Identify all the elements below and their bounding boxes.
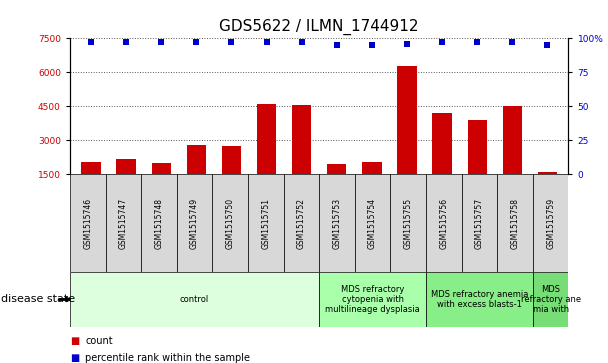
Text: GSM1515753: GSM1515753	[333, 198, 342, 249]
Bar	[533, 174, 568, 272]
Text: MDS refractory anemia
with excess blasts-1: MDS refractory anemia with excess blasts…	[430, 290, 528, 309]
Bar	[319, 272, 426, 327]
Point	[367, 42, 377, 48]
Text: GSM1515746: GSM1515746	[83, 198, 92, 249]
Bar	[70, 272, 319, 327]
Text: GSM1515754: GSM1515754	[368, 198, 377, 249]
Text: GSM1515747: GSM1515747	[119, 198, 128, 249]
Bar	[461, 174, 497, 272]
Bar	[468, 120, 487, 174]
Bar	[426, 174, 461, 272]
Text: ■: ■	[70, 336, 79, 346]
Point	[121, 39, 131, 45]
Point	[472, 39, 482, 45]
Point	[192, 39, 201, 45]
Bar	[187, 145, 206, 174]
Point	[297, 39, 306, 45]
Bar	[432, 113, 452, 174]
Bar	[497, 174, 533, 272]
Bar	[426, 272, 533, 327]
Text: GSM1515759: GSM1515759	[546, 198, 555, 249]
Text: GSM1515752: GSM1515752	[297, 198, 306, 249]
Text: GSM1515756: GSM1515756	[440, 198, 448, 249]
Bar	[141, 174, 177, 272]
Bar	[390, 174, 426, 272]
Text: GSM1515748: GSM1515748	[154, 198, 164, 249]
Text: GSM1515749: GSM1515749	[190, 198, 199, 249]
Bar	[319, 174, 355, 272]
Bar	[533, 272, 568, 327]
Text: ■: ■	[70, 352, 79, 363]
Point	[508, 39, 517, 45]
Bar	[362, 162, 382, 174]
Bar	[292, 105, 311, 174]
Bar	[222, 146, 241, 174]
Text: MDS
refractory ane
mia with: MDS refractory ane mia with	[520, 285, 581, 314]
Bar	[283, 174, 319, 272]
Text: control: control	[180, 295, 209, 304]
Text: MDS refractory
cytopenia with
multilineage dysplasia: MDS refractory cytopenia with multilinea…	[325, 285, 420, 314]
Bar	[248, 174, 283, 272]
Point	[437, 39, 447, 45]
Point	[402, 41, 412, 46]
Text: GSM1515755: GSM1515755	[404, 198, 413, 249]
Point	[156, 39, 166, 45]
Text: disease state: disease state	[1, 294, 75, 305]
Bar	[81, 162, 101, 174]
Bar	[397, 66, 416, 174]
Bar	[151, 163, 171, 174]
Title: GDS5622 / ILMN_1744912: GDS5622 / ILMN_1744912	[219, 19, 419, 35]
Bar	[257, 104, 276, 174]
Bar	[537, 172, 557, 174]
Bar	[70, 174, 106, 272]
Point	[86, 39, 96, 45]
Text: GSM1515750: GSM1515750	[226, 198, 235, 249]
Bar	[177, 174, 212, 272]
Bar	[106, 174, 141, 272]
Point	[261, 39, 271, 45]
Text: GSM1515758: GSM1515758	[511, 198, 520, 249]
Point	[542, 42, 552, 48]
Point	[227, 39, 237, 45]
Bar	[327, 164, 347, 174]
Text: GSM1515757: GSM1515757	[475, 198, 484, 249]
Bar	[212, 174, 248, 272]
Bar	[117, 159, 136, 174]
Text: GSM1515751: GSM1515751	[261, 198, 271, 249]
Bar	[503, 106, 522, 174]
Text: count: count	[85, 336, 112, 346]
Bar	[355, 174, 390, 272]
Point	[332, 42, 342, 48]
Text: percentile rank within the sample: percentile rank within the sample	[85, 352, 250, 363]
